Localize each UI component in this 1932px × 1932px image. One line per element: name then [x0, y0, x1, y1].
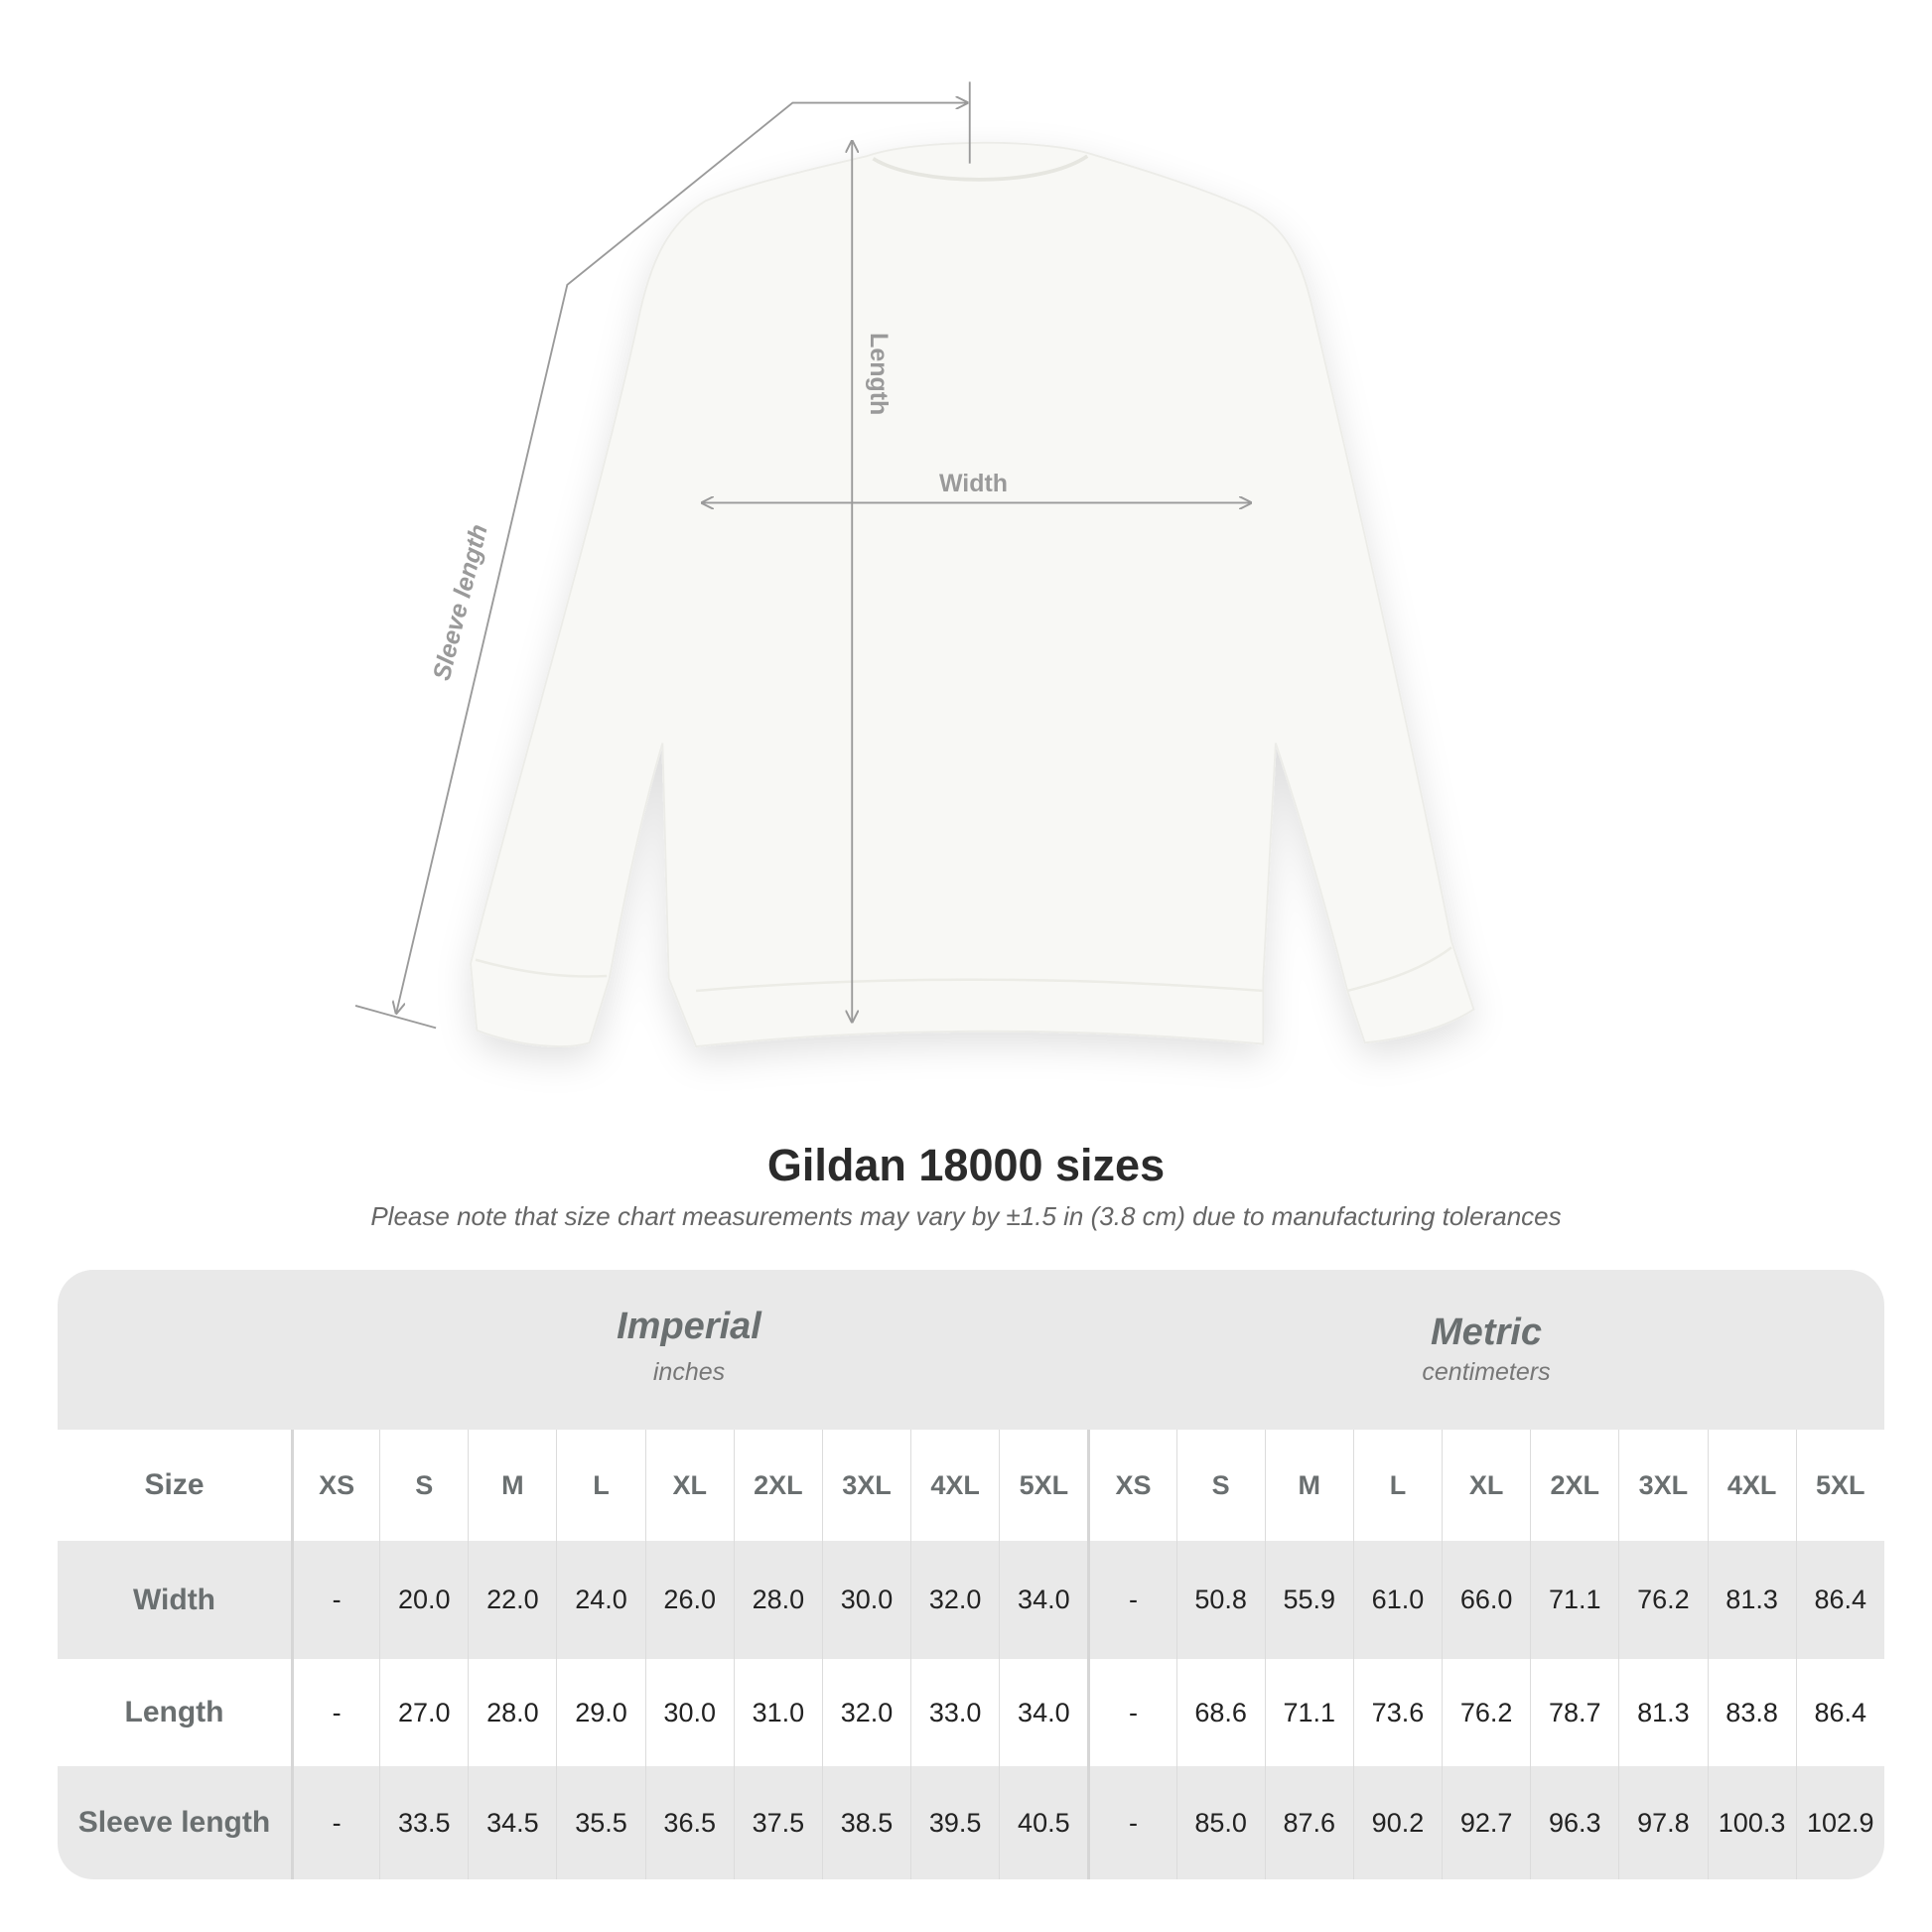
imperial-title: Imperial [617, 1306, 761, 1347]
table-cell: 85.0 [1175, 1766, 1265, 1879]
size-header-cell: 2XL [1530, 1430, 1618, 1541]
row-label: Length [124, 1696, 224, 1728]
table-cell: 32.0 [910, 1541, 999, 1659]
size-header-cell: M [1264, 1430, 1353, 1541]
tolerance-note: Please note that size chart measurements… [370, 1201, 1562, 1231]
table-cell: 30.0 [644, 1659, 734, 1766]
table-cell: 40.5 [999, 1766, 1087, 1879]
imperial-unit: inches [652, 1358, 726, 1386]
table-cell: 92.7 [1442, 1766, 1530, 1879]
table-cell: 28.0 [733, 1541, 822, 1659]
size-header-cell: 4XL [910, 1430, 999, 1541]
size-header-cell: 3XL [821, 1430, 910, 1541]
table-cell: 34.5 [468, 1766, 556, 1879]
table-cell: 86.4 [1795, 1541, 1884, 1659]
sleeve-measure-line [396, 103, 967, 1014]
table-cell: - [291, 1659, 379, 1766]
table-cell: 90.2 [1352, 1766, 1442, 1879]
table-cell: 73.6 [1352, 1659, 1442, 1766]
size-table: Imperial inches Metric centimeters Size X… [58, 1270, 1884, 1879]
table-cell: 68.6 [1175, 1659, 1265, 1766]
table-cell: - [1087, 1766, 1175, 1879]
table-cell: 78.7 [1530, 1659, 1618, 1766]
table-cell: 33.5 [379, 1766, 468, 1879]
table-cell: 97.8 [1618, 1766, 1707, 1879]
table-cell: 31.0 [733, 1659, 822, 1766]
table-cell: 28.0 [468, 1659, 556, 1766]
row-label: Size [144, 1468, 205, 1501]
length-label: Length [865, 333, 893, 415]
table-cell: 34.0 [999, 1659, 1087, 1766]
table-cell: 27.0 [379, 1659, 468, 1766]
table-cell: - [291, 1766, 379, 1879]
table-cell: - [1087, 1541, 1175, 1659]
page-title: Gildan 18000 sizes [766, 1140, 1166, 1190]
table-cell: 26.0 [644, 1541, 734, 1659]
table-cell: 24.0 [556, 1541, 644, 1659]
table-cell: 38.5 [821, 1766, 910, 1879]
metric-header: Metric centimeters [1088, 1270, 1884, 1430]
table-cell: 37.5 [733, 1766, 822, 1879]
table-cell: 61.0 [1352, 1541, 1442, 1659]
table-row: Width -20.0 22.0 24.0 26.0 28.0 30.0 32.0 34.0-5… [58, 1541, 1884, 1659]
sleeve-measure-tick-bottom [354, 1005, 437, 1030]
table-cell: 71.1 [1530, 1541, 1618, 1659]
row-label: Width [132, 1583, 216, 1616]
table-cell: 96.3 [1530, 1766, 1618, 1879]
table-cell: 76.2 [1618, 1541, 1707, 1659]
size-header-cell: 3XL [1618, 1430, 1707, 1541]
size-header-cell: XL [1442, 1430, 1530, 1541]
width-label: Width [939, 470, 1008, 497]
size-header-cell: 5XL [999, 1430, 1087, 1541]
size-header-cell: L [556, 1430, 644, 1541]
size-header-cell: 2XL [733, 1430, 822, 1541]
size-header-cell: XS [1087, 1430, 1175, 1541]
sleeve-length-label: Sleeve length [428, 521, 493, 683]
table-cell: - [291, 1541, 379, 1659]
table-cell: 34.0 [999, 1541, 1087, 1659]
sweatshirt-image [470, 141, 1475, 1048]
size-header-cell: 5XL [1795, 1430, 1884, 1541]
table-cell: 55.9 [1264, 1541, 1353, 1659]
table-cell: 100.3 [1707, 1766, 1796, 1879]
size-header-cell: XL [644, 1430, 734, 1541]
table-cell: 32.0 [821, 1659, 910, 1766]
table-cell: 71.1 [1264, 1659, 1353, 1766]
table-cell: 33.0 [910, 1659, 999, 1766]
table-cell: 36.5 [644, 1766, 734, 1879]
size-header-cell: L [1352, 1430, 1442, 1541]
table-cell: 86.4 [1795, 1659, 1884, 1766]
table-cell: 50.8 [1175, 1541, 1265, 1659]
imperial-header: Imperial inches [291, 1270, 1087, 1430]
table-cell: 22.0 [468, 1541, 556, 1659]
table-cell: 29.0 [556, 1659, 644, 1766]
table-cell: 83.8 [1707, 1659, 1796, 1766]
row-label: Sleeve length [77, 1806, 271, 1839]
table-cell: 76.2 [1442, 1659, 1530, 1766]
table-cell: 66.0 [1442, 1541, 1530, 1659]
table-row: Sleeve length -33.5 34.5 35.5 36.5 37.5 38.5 39… [58, 1766, 1884, 1879]
metric-title: Metric [1431, 1311, 1542, 1353]
table-header-band: Imperial inches Metric centimeters [58, 1270, 1884, 1430]
table-cell: 102.9 [1795, 1766, 1884, 1879]
size-header-row: Size XS S M L XL 2XL 3XL 4XL 5XL XS S M L XL 2XL 3XL 4XL 5… [58, 1430, 1884, 1541]
size-header-cell: M [468, 1430, 556, 1541]
table-cell: - [1087, 1659, 1175, 1766]
size-header-cell: 4XL [1707, 1430, 1796, 1541]
metric-unit: centimeters [1422, 1358, 1551, 1386]
table-cell: 35.5 [556, 1766, 644, 1879]
size-header-cell: S [1175, 1430, 1265, 1541]
size-header-cell: S [379, 1430, 468, 1541]
table-row: Length -27.0 28.0 29.0 30.0 31.0 32.0 33.0 34.0-… [58, 1659, 1884, 1766]
table-cell: 20.0 [379, 1541, 468, 1659]
table-cell: 81.3 [1707, 1541, 1796, 1659]
table-cell: 81.3 [1618, 1659, 1707, 1766]
table-cell: 39.5 [910, 1766, 999, 1879]
table-cell: 30.0 [821, 1541, 910, 1659]
table-cell: 87.6 [1264, 1766, 1353, 1879]
size-header-cell: XS [291, 1430, 379, 1541]
